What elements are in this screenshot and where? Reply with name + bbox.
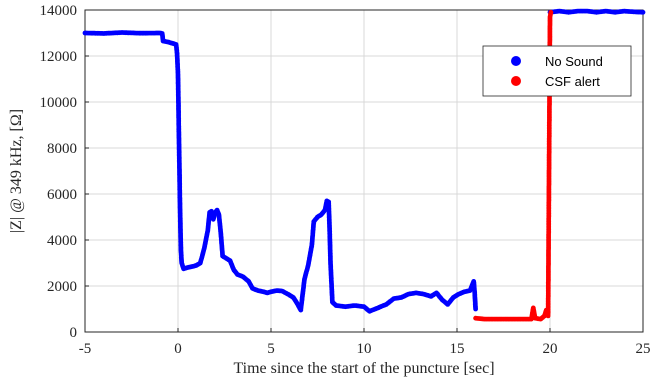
legend-marker-csf-alert xyxy=(511,76,521,86)
data-points xyxy=(82,8,646,322)
y-tick-label: 14000 xyxy=(40,3,78,19)
legend-marker-no-sound xyxy=(511,56,521,66)
data-point xyxy=(640,9,646,15)
x-tick-label: 25 xyxy=(636,341,651,357)
y-tick-label: 4000 xyxy=(47,233,77,249)
x-tick-label: 15 xyxy=(450,341,465,357)
legend: No Sound CSF alert xyxy=(482,45,632,97)
x-tick-label: 10 xyxy=(357,341,372,357)
data-point xyxy=(473,306,478,312)
data-point xyxy=(548,9,554,15)
x-tick-label: 20 xyxy=(543,341,558,357)
y-tick-label: 0 xyxy=(70,325,78,341)
y-axis-label: |Z| @ 349 kHz, [Ω] xyxy=(8,109,25,233)
x-tick-label: -5 xyxy=(79,341,92,357)
x-tick-label: 5 xyxy=(267,341,275,357)
series-0 xyxy=(82,8,646,314)
y-tick-label: 12000 xyxy=(40,49,78,65)
legend-label-csf-alert: CSF alert xyxy=(545,74,600,89)
y-tick-label: 2000 xyxy=(47,279,77,295)
y-tick-label: 10000 xyxy=(40,95,78,111)
legend-box xyxy=(482,45,632,97)
y-tick-label: 6000 xyxy=(47,187,77,203)
x-axis-label: Time since the start of the puncture [se… xyxy=(233,360,494,377)
x-tick-label: 0 xyxy=(174,341,182,357)
legend-label-no-sound: No Sound xyxy=(545,54,603,69)
axis-ticks: -5 0 5 10 15 20 250200040006000800010000120001… xyxy=(40,3,651,357)
y-tick-label: 8000 xyxy=(47,141,77,157)
